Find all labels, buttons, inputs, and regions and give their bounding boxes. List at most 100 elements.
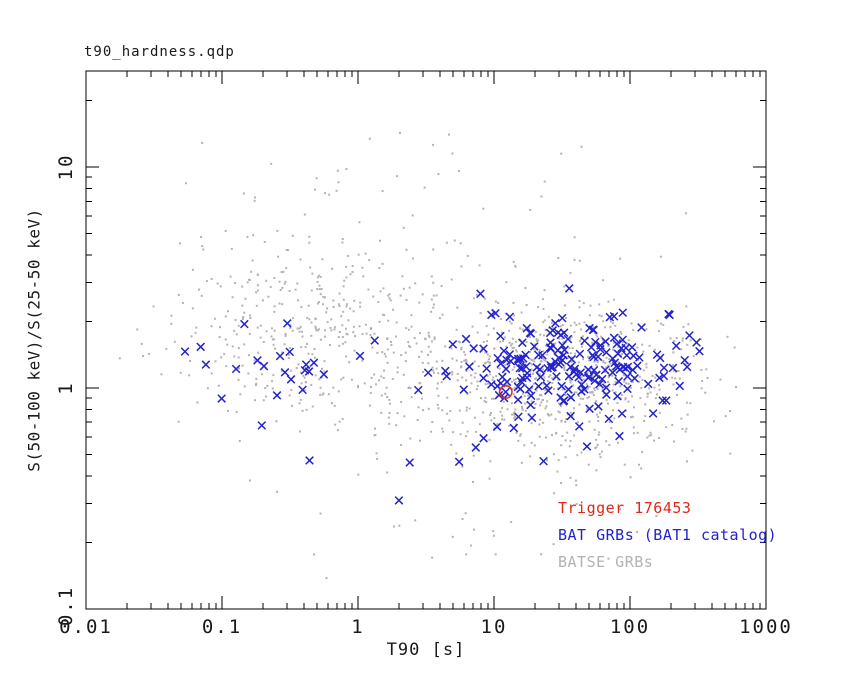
- batse-point: [569, 271, 572, 274]
- batse-point: [544, 328, 547, 331]
- batse-point: [294, 288, 297, 291]
- bat-point: [668, 363, 678, 373]
- batse-point: [530, 422, 533, 425]
- batse-point: [512, 346, 515, 349]
- batse-point: [405, 327, 408, 330]
- batse-point: [578, 299, 581, 302]
- batse-point: [410, 396, 413, 399]
- batse-point: [463, 351, 466, 354]
- batse-point: [465, 379, 468, 382]
- batse-point: [290, 369, 293, 372]
- batse-point: [645, 328, 648, 331]
- batse-point: [552, 543, 555, 546]
- batse-point: [558, 411, 561, 414]
- batse-point: [226, 343, 229, 346]
- batse-point: [524, 361, 527, 364]
- batse-point: [638, 375, 641, 378]
- batse-point: [229, 275, 232, 278]
- batse-point: [565, 418, 568, 421]
- batse-point: [461, 465, 464, 468]
- batse-point: [511, 337, 514, 340]
- batse-point: [598, 314, 601, 317]
- batse-point: [472, 454, 475, 457]
- batse-point: [510, 521, 513, 524]
- batse-point: [361, 266, 364, 269]
- batse-point: [395, 321, 398, 324]
- batse-point: [473, 360, 476, 363]
- bat-point: [608, 354, 618, 363]
- batse-point: [259, 336, 262, 339]
- batse-point: [611, 389, 614, 392]
- batse-point: [201, 245, 204, 248]
- batse-point: [624, 397, 627, 400]
- bat-point: [574, 422, 584, 431]
- bat-point: [494, 390, 504, 400]
- batse-point: [399, 444, 402, 447]
- batse-point: [485, 325, 488, 328]
- batse-point: [473, 297, 476, 300]
- batse-point: [345, 305, 348, 308]
- batse-point: [523, 402, 526, 405]
- bat-point: [623, 372, 632, 381]
- batse-point: [557, 402, 560, 405]
- batse-point: [700, 387, 703, 390]
- batse-point: [653, 386, 656, 389]
- batse-point: [589, 391, 592, 394]
- trigger-point-ring: [498, 384, 513, 399]
- batse-point: [508, 329, 511, 332]
- bat-point: [526, 329, 536, 338]
- batse-point: [513, 386, 516, 389]
- batse-point: [375, 452, 378, 455]
- bat-point: [618, 308, 628, 318]
- batse-point: [282, 270, 285, 273]
- batse-point: [350, 378, 353, 381]
- batse-point: [384, 355, 387, 358]
- batse-point: [573, 331, 576, 334]
- batse-point: [578, 387, 581, 390]
- batse-point: [623, 380, 626, 383]
- batse-point: [376, 351, 379, 354]
- batse-point: [682, 326, 685, 329]
- batse-point: [566, 431, 569, 434]
- batse-point: [242, 192, 245, 195]
- batse-point: [370, 376, 373, 379]
- batse-point: [563, 285, 566, 288]
- bat-point: [618, 335, 627, 345]
- batse-point: [524, 384, 527, 387]
- batse-point: [348, 361, 351, 364]
- batse-point: [323, 335, 326, 338]
- batse-point: [460, 346, 463, 349]
- batse-point: [595, 446, 598, 449]
- batse-point: [672, 369, 675, 372]
- batse-point: [409, 387, 412, 390]
- batse-point: [288, 290, 291, 293]
- bat-point: [498, 372, 507, 382]
- batse-point: [595, 413, 598, 416]
- batse-point: [303, 376, 306, 379]
- batse-point: [341, 324, 344, 327]
- batse-point: [621, 344, 624, 347]
- batse-point: [233, 355, 236, 358]
- batse-point: [512, 378, 515, 381]
- batse-point: [557, 378, 560, 381]
- batse-point: [445, 241, 448, 244]
- batse-point: [369, 334, 372, 337]
- bat-point: [535, 365, 545, 374]
- batse-point: [237, 378, 240, 381]
- batse-point: [372, 295, 375, 298]
- batse-point: [407, 341, 410, 344]
- batse-point: [659, 255, 662, 258]
- batse-point: [469, 544, 472, 547]
- batse-point: [619, 385, 622, 388]
- batse-point: [596, 443, 599, 446]
- batse-point: [546, 400, 549, 403]
- batse-point: [503, 418, 506, 421]
- batse-point: [422, 370, 425, 373]
- batse-point: [654, 376, 657, 379]
- batse-point: [531, 386, 534, 389]
- batse-point: [569, 411, 572, 414]
- batse-point: [560, 444, 563, 447]
- x-tick-label: 100: [609, 616, 651, 638]
- batse-point: [223, 353, 226, 356]
- batse-point: [564, 439, 567, 442]
